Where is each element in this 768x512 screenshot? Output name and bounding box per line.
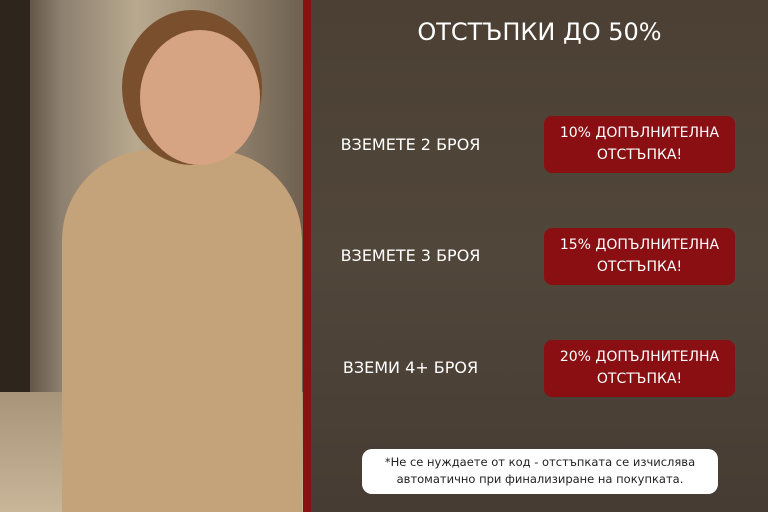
badge-line1: 15% ДОПЪЛНИТЕЛНА — [559, 237, 720, 253]
offer-label-3: ВЗЕМЕТЕ 3 БРОЯ — [340, 246, 481, 265]
badge-line2: ОТСТЪПКА! — [596, 147, 683, 163]
photo-head — [140, 30, 260, 165]
offer-badge-10: 10% ДОПЪЛНИТЕЛНА ОТСТЪПКА! — [544, 116, 735, 173]
offer-label-4: ВЗЕМИ 4+ БРОЯ — [342, 358, 479, 377]
offer-label-2: ВЗЕМЕТЕ 2 БРОЯ — [340, 135, 481, 154]
badge-line1: 10% ДОПЪЛНИТЕЛНА — [559, 125, 720, 141]
note-line1: *Не се нуждаете от код - отстъпката се и… — [384, 455, 696, 469]
badge-line2: ОТСТЪПКА! — [596, 371, 683, 387]
photo-trench-coat — [62, 150, 302, 512]
badge-line2: ОТСТЪПКА! — [596, 259, 683, 275]
page-title: ОТСТЪПКИ ДО 50% — [417, 18, 662, 46]
red-divider — [303, 0, 311, 512]
offer-badge-15: 15% ДОПЪЛНИТЕЛНА ОТСТЪПКА! — [544, 228, 735, 285]
model-photo — [0, 0, 303, 512]
auto-discount-note: *Не се нуждаете от код - отстъпката се и… — [362, 449, 718, 494]
note-line2: автоматично при финализиране на покупкат… — [396, 472, 684, 486]
badge-line1: 20% ДОПЪЛНИТЕЛНА — [559, 349, 720, 365]
offer-badge-20: 20% ДОПЪЛНИТЕЛНА ОТСТЪПКА! — [544, 340, 735, 397]
